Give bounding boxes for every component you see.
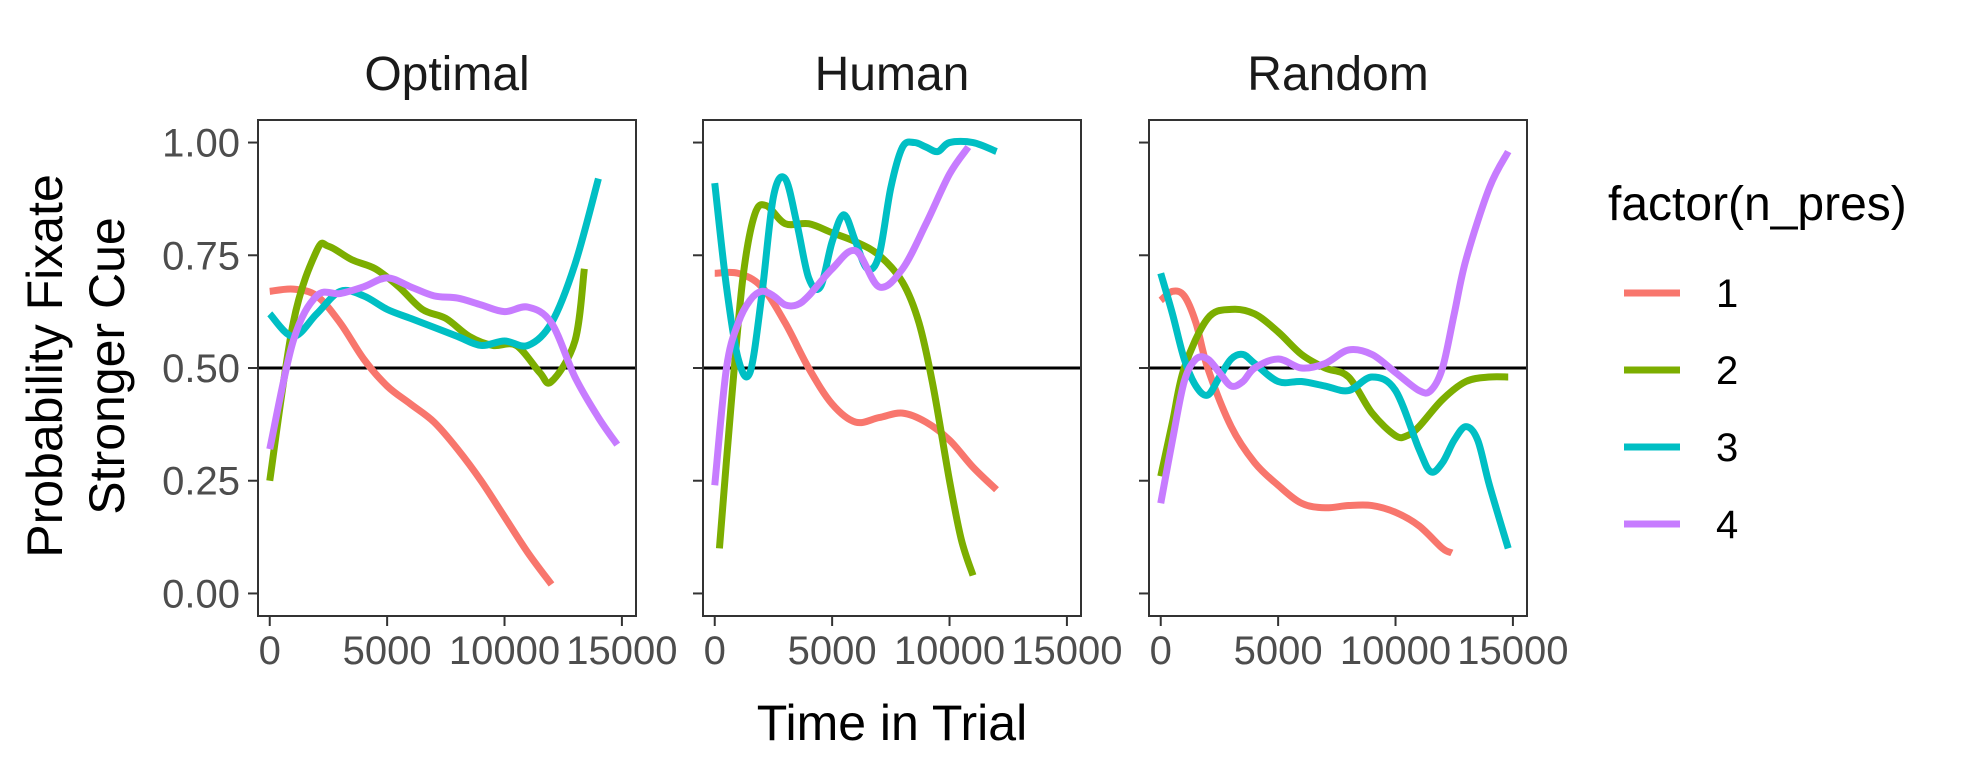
facet-title: Human — [815, 48, 970, 101]
facet-title: Optimal — [364, 48, 529, 101]
legend-entry-3: 3 — [1624, 426, 1738, 470]
x-tick-label: 15000 — [566, 629, 677, 673]
legend-label: 2 — [1716, 349, 1738, 393]
panel-optimal: Optimal 0 5000 10000 15000 0.00 0.25 0.50 0.75 1.… — [162, 48, 677, 673]
legend-entry-2: 2 — [1624, 349, 1738, 393]
y-tick-label: 1.00 — [162, 122, 240, 166]
legend-entry-1: 1 — [1624, 272, 1738, 316]
x-tick-label: 0 — [704, 629, 726, 673]
y-tick-label: 0.50 — [162, 347, 240, 391]
legend-entries: 1 2 3 4 — [1624, 272, 1738, 547]
series-line-3 — [1157, 272, 1512, 550]
series-line-4 — [711, 144, 972, 486]
x-tick-label: 5000 — [1234, 629, 1323, 673]
series-line-4 — [1157, 149, 1512, 504]
x-axis-title: Time in Trial — [757, 695, 1027, 751]
series-line-3 — [711, 137, 998, 381]
y-tick-label: 0.25 — [162, 460, 240, 504]
panel-human: Human 0 5000 10000 15000 — [693, 48, 1123, 673]
series-line-2 — [266, 239, 588, 482]
y-tick-label: 0.75 — [162, 234, 240, 278]
x-tick-label: 10000 — [894, 629, 1005, 673]
series-line-1 — [1158, 287, 1454, 557]
panel-random: Random 0 5000 10000 15000 — [1139, 48, 1569, 673]
facet-title: Random — [1247, 48, 1428, 101]
x-tick-label: 0 — [1150, 629, 1172, 673]
legend-label: 4 — [1716, 503, 1738, 547]
legend-entry-4: 4 — [1624, 503, 1738, 547]
series-group — [703, 137, 1081, 577]
x-tick-label: 0 — [259, 629, 281, 673]
y-axis-title-line-1: Probability Fixate — [17, 174, 73, 558]
y-axis-title-line-2: Stronger Cue — [79, 217, 135, 514]
legend-title: factor(n_pres) — [1608, 178, 1907, 231]
series-group — [1149, 149, 1527, 557]
x-tick-label: 10000 — [449, 629, 560, 673]
y-tick-label: 0.00 — [162, 572, 240, 616]
series-line-2 — [1157, 305, 1509, 477]
x-tick-label: 5000 — [343, 629, 432, 673]
x-tick-label: 10000 — [1340, 629, 1451, 673]
series-line-4 — [266, 274, 621, 450]
x-tick-label: 15000 — [1011, 629, 1122, 673]
series-group — [258, 177, 636, 587]
legend-label: 3 — [1716, 426, 1738, 470]
x-tick-label: 5000 — [788, 629, 877, 673]
legend: factor(n_pres) 1 2 3 4 — [1608, 178, 1907, 547]
x-tick-label: 15000 — [1457, 629, 1568, 673]
legend-label: 1 — [1716, 272, 1738, 316]
